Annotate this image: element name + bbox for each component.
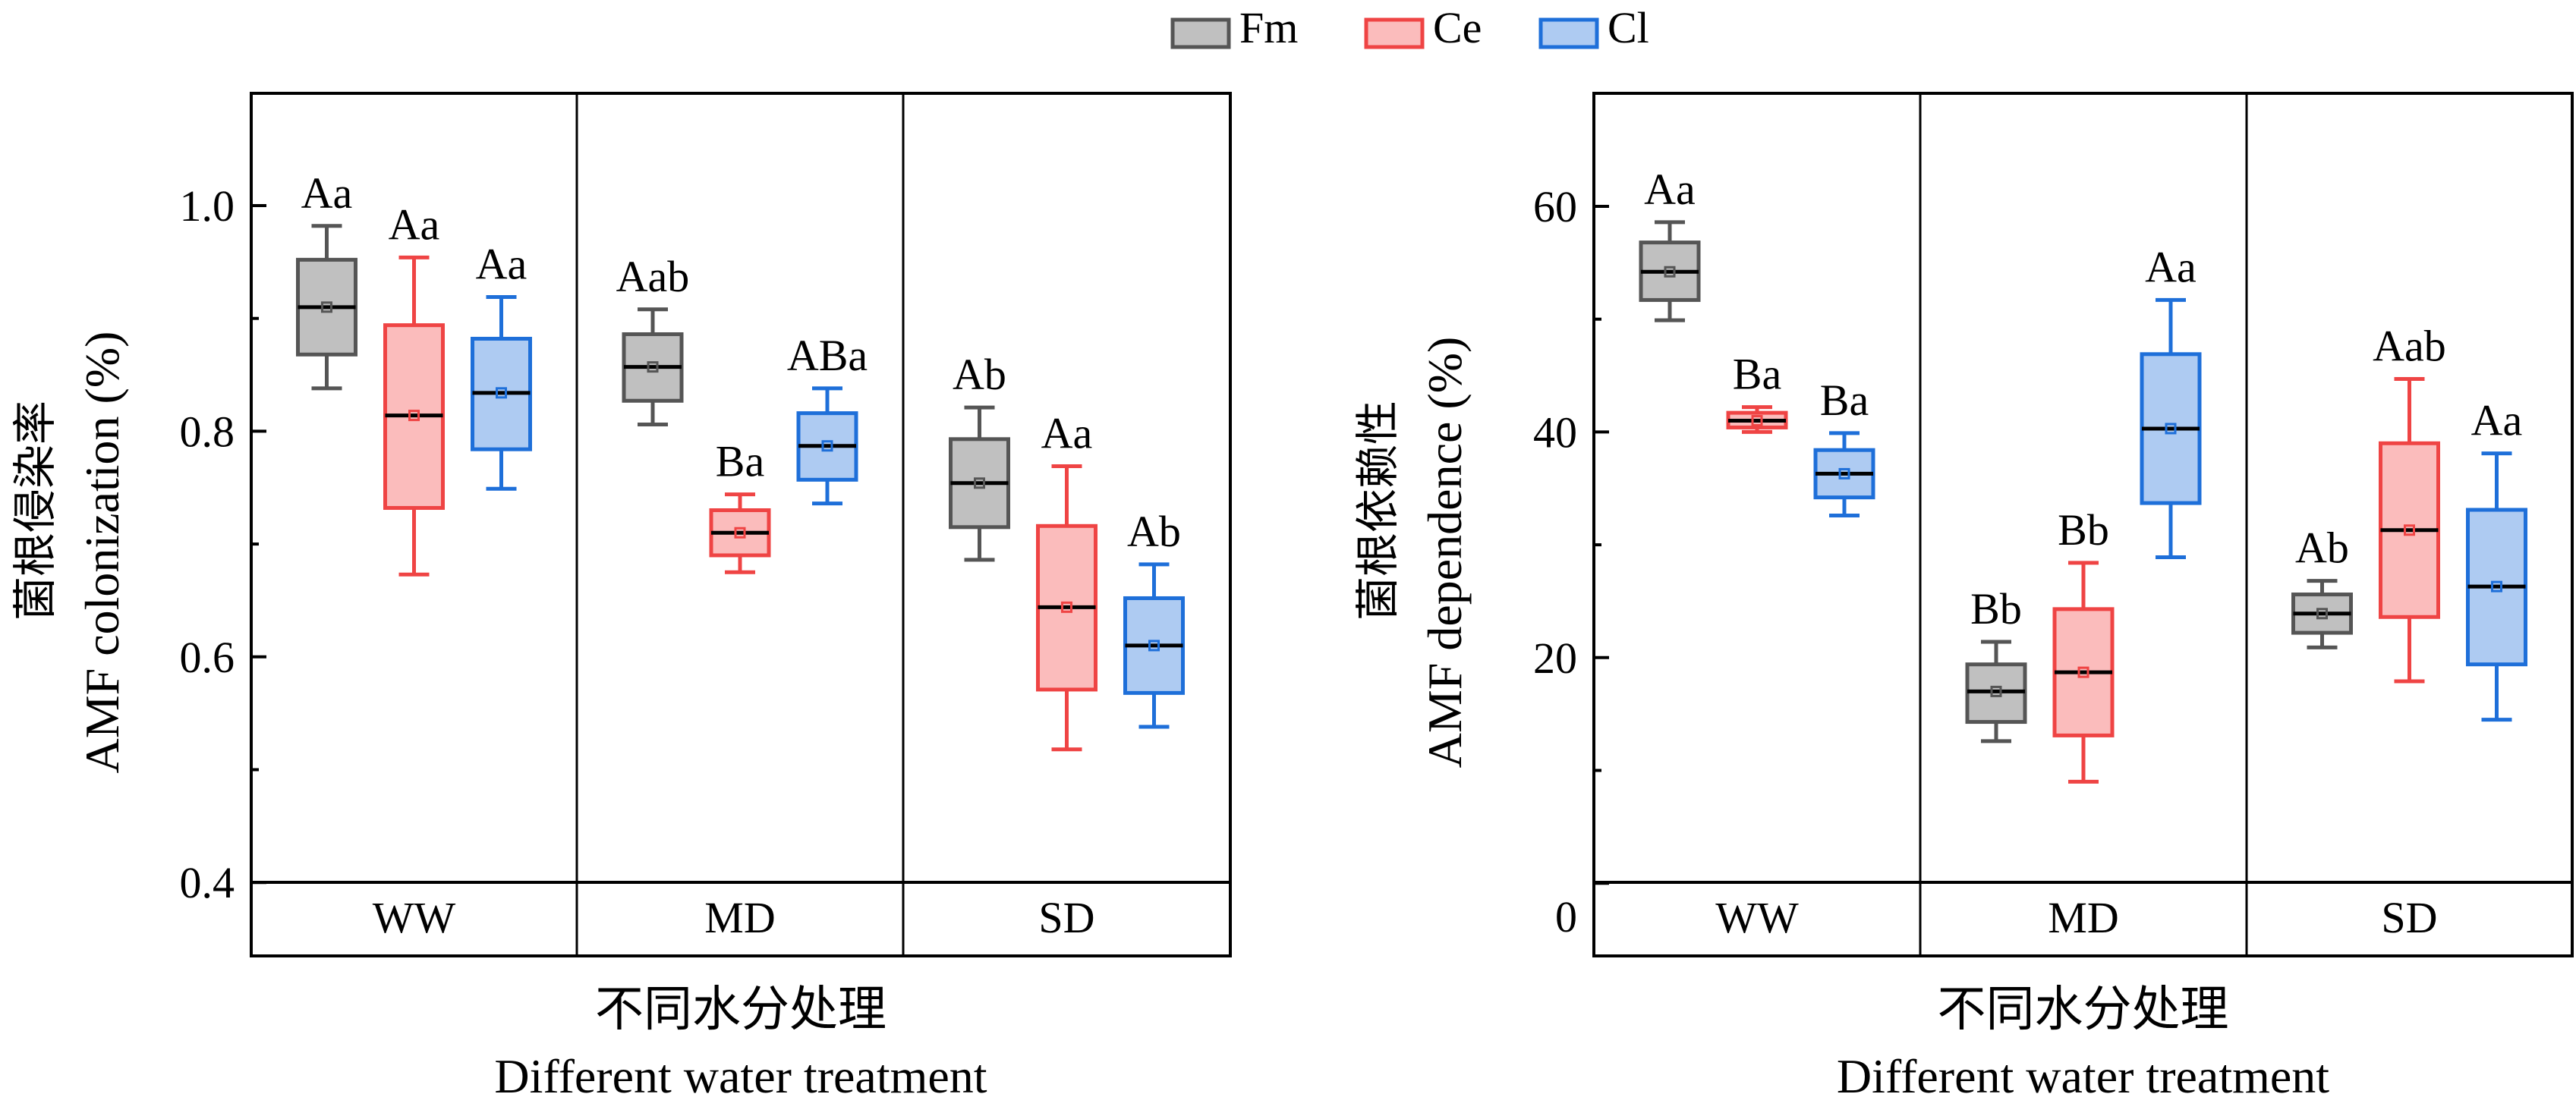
category-label-md: MD	[704, 893, 775, 942]
box-cl-sd: Aa	[2466, 396, 2527, 722]
mean-marker	[974, 477, 985, 489]
significance-label: Ab	[1127, 507, 1181, 556]
significance-label: Aa	[389, 200, 440, 249]
significance-label: Ab	[2295, 523, 2349, 573]
mean-marker	[647, 361, 659, 373]
significance-label: Aab	[2373, 322, 2446, 371]
x-axis-title-cn: 不同水分处理	[1938, 982, 2229, 1036]
y-tick-label: 60	[1533, 182, 1577, 231]
mean-marker	[2165, 423, 2177, 435]
significance-label: Bb	[2058, 505, 2109, 555]
mean-marker	[2404, 524, 2415, 536]
box-ce-md: Bb	[2052, 505, 2115, 784]
box-fm-sd: Ab	[949, 350, 1010, 562]
significance-label: Aa	[2145, 242, 2197, 291]
x-axis-title: Different water treatment	[1837, 1049, 2329, 1103]
mean-marker	[2491, 580, 2502, 593]
y-tick-label: 1.0	[180, 181, 235, 231]
y-axis-title-cn: 菌根依赖性	[1353, 401, 1403, 621]
legend-label-ce: Ce	[1433, 3, 1482, 52]
legend-swatch-fm	[1170, 17, 1231, 49]
y-tick-label: 0.4	[180, 858, 235, 907]
box-fm-md: Aab	[616, 252, 690, 426]
box-cl-md: ABa	[787, 331, 868, 506]
box-fm-ww: Aa	[296, 168, 357, 391]
significance-label: Bb	[1970, 584, 2022, 633]
significance-label: Aa	[1041, 408, 1093, 457]
mean-marker	[1148, 640, 1160, 652]
y-tick-label: 0.6	[180, 633, 235, 682]
mean-marker	[496, 387, 507, 399]
box-fm-sd: Ab	[2291, 523, 2353, 649]
chart-amf-colonization: 0.4 0.6 0.8 1.0 WW MD SD 菌根侵染率 AMF colonization …	[11, 92, 1232, 1103]
mean-marker	[2316, 608, 2328, 620]
plot-frame	[250, 92, 1232, 957]
box-ce-ww: Aa	[383, 200, 445, 577]
legend-swatch-ce	[1364, 17, 1425, 49]
chart-amf-dependence: 0 20 40 60 WW MD SD 菌根依赖性 AMF dependence (%) 不同水分…	[1353, 92, 2574, 1103]
mean-marker	[1838, 467, 1850, 479]
significance-label: Aa	[1644, 165, 1696, 214]
legend-swatch-cl	[1538, 17, 1599, 49]
mean-marker	[1751, 415, 1763, 427]
box-cl-ww: Ba	[1813, 376, 1875, 517]
mean-marker	[1990, 685, 2002, 697]
significance-label: Ab	[953, 350, 1006, 399]
box-fm-ww: Aa	[1639, 165, 1701, 322]
mean-marker	[321, 301, 332, 313]
y-tick-label: 0.8	[180, 407, 235, 456]
y-axis-title: AMF dependence (%)	[1418, 337, 1472, 769]
category-label-ww: WW	[373, 893, 456, 942]
box-cl-md: Aa	[2140, 242, 2202, 559]
box-cl-sd: Ab	[1123, 507, 1185, 729]
x-axis-title-cn: 不同水分处理	[595, 982, 886, 1036]
legend-label-fm: Fm	[1239, 3, 1298, 52]
significance-label: Ba	[1733, 350, 1781, 399]
y-axis-title: AMF colonization (%)	[75, 332, 129, 774]
significance-label: Aa	[2471, 396, 2523, 445]
box-ce-md: Ba	[709, 437, 771, 574]
category-label-ww: WW	[1715, 893, 1799, 942]
y-axis-title-cn: 菌根侵染率	[11, 401, 60, 621]
significance-label: Ba	[716, 437, 764, 486]
box-ce-ww: Ba	[1726, 350, 1788, 434]
significance-label: Aab	[616, 252, 690, 301]
category-label-sd: SD	[1038, 893, 1094, 942]
box-fm-md: Bb	[1965, 584, 2027, 743]
x-axis-title: Different water treatment	[494, 1049, 987, 1103]
mean-marker	[821, 440, 833, 452]
box-cl-ww: Aa	[471, 239, 532, 491]
mean-marker	[1061, 601, 1072, 613]
significance-label: Aa	[476, 239, 527, 288]
category-label-sd: SD	[2381, 893, 2437, 942]
y-tick-label: 20	[1533, 633, 1577, 683]
box-ce-sd: Aab	[2373, 322, 2446, 684]
y-tick-label: 0	[1555, 892, 1577, 942]
significance-label: Aa	[301, 168, 353, 218]
legend: Fm Ce Cl	[1170, 3, 1649, 52]
mean-marker	[734, 527, 746, 539]
mean-marker	[408, 410, 420, 422]
plot-frame	[1592, 92, 2574, 957]
significance-label: ABa	[787, 331, 868, 380]
significance-label: Ba	[1820, 376, 1869, 425]
box-ce-sd: Aa	[1036, 408, 1097, 752]
legend-label-cl: Cl	[1608, 3, 1649, 52]
category-label-md: MD	[2048, 893, 2118, 942]
y-tick-label: 40	[1533, 407, 1577, 457]
mean-marker	[1664, 266, 1676, 278]
mean-marker	[2077, 666, 2089, 678]
